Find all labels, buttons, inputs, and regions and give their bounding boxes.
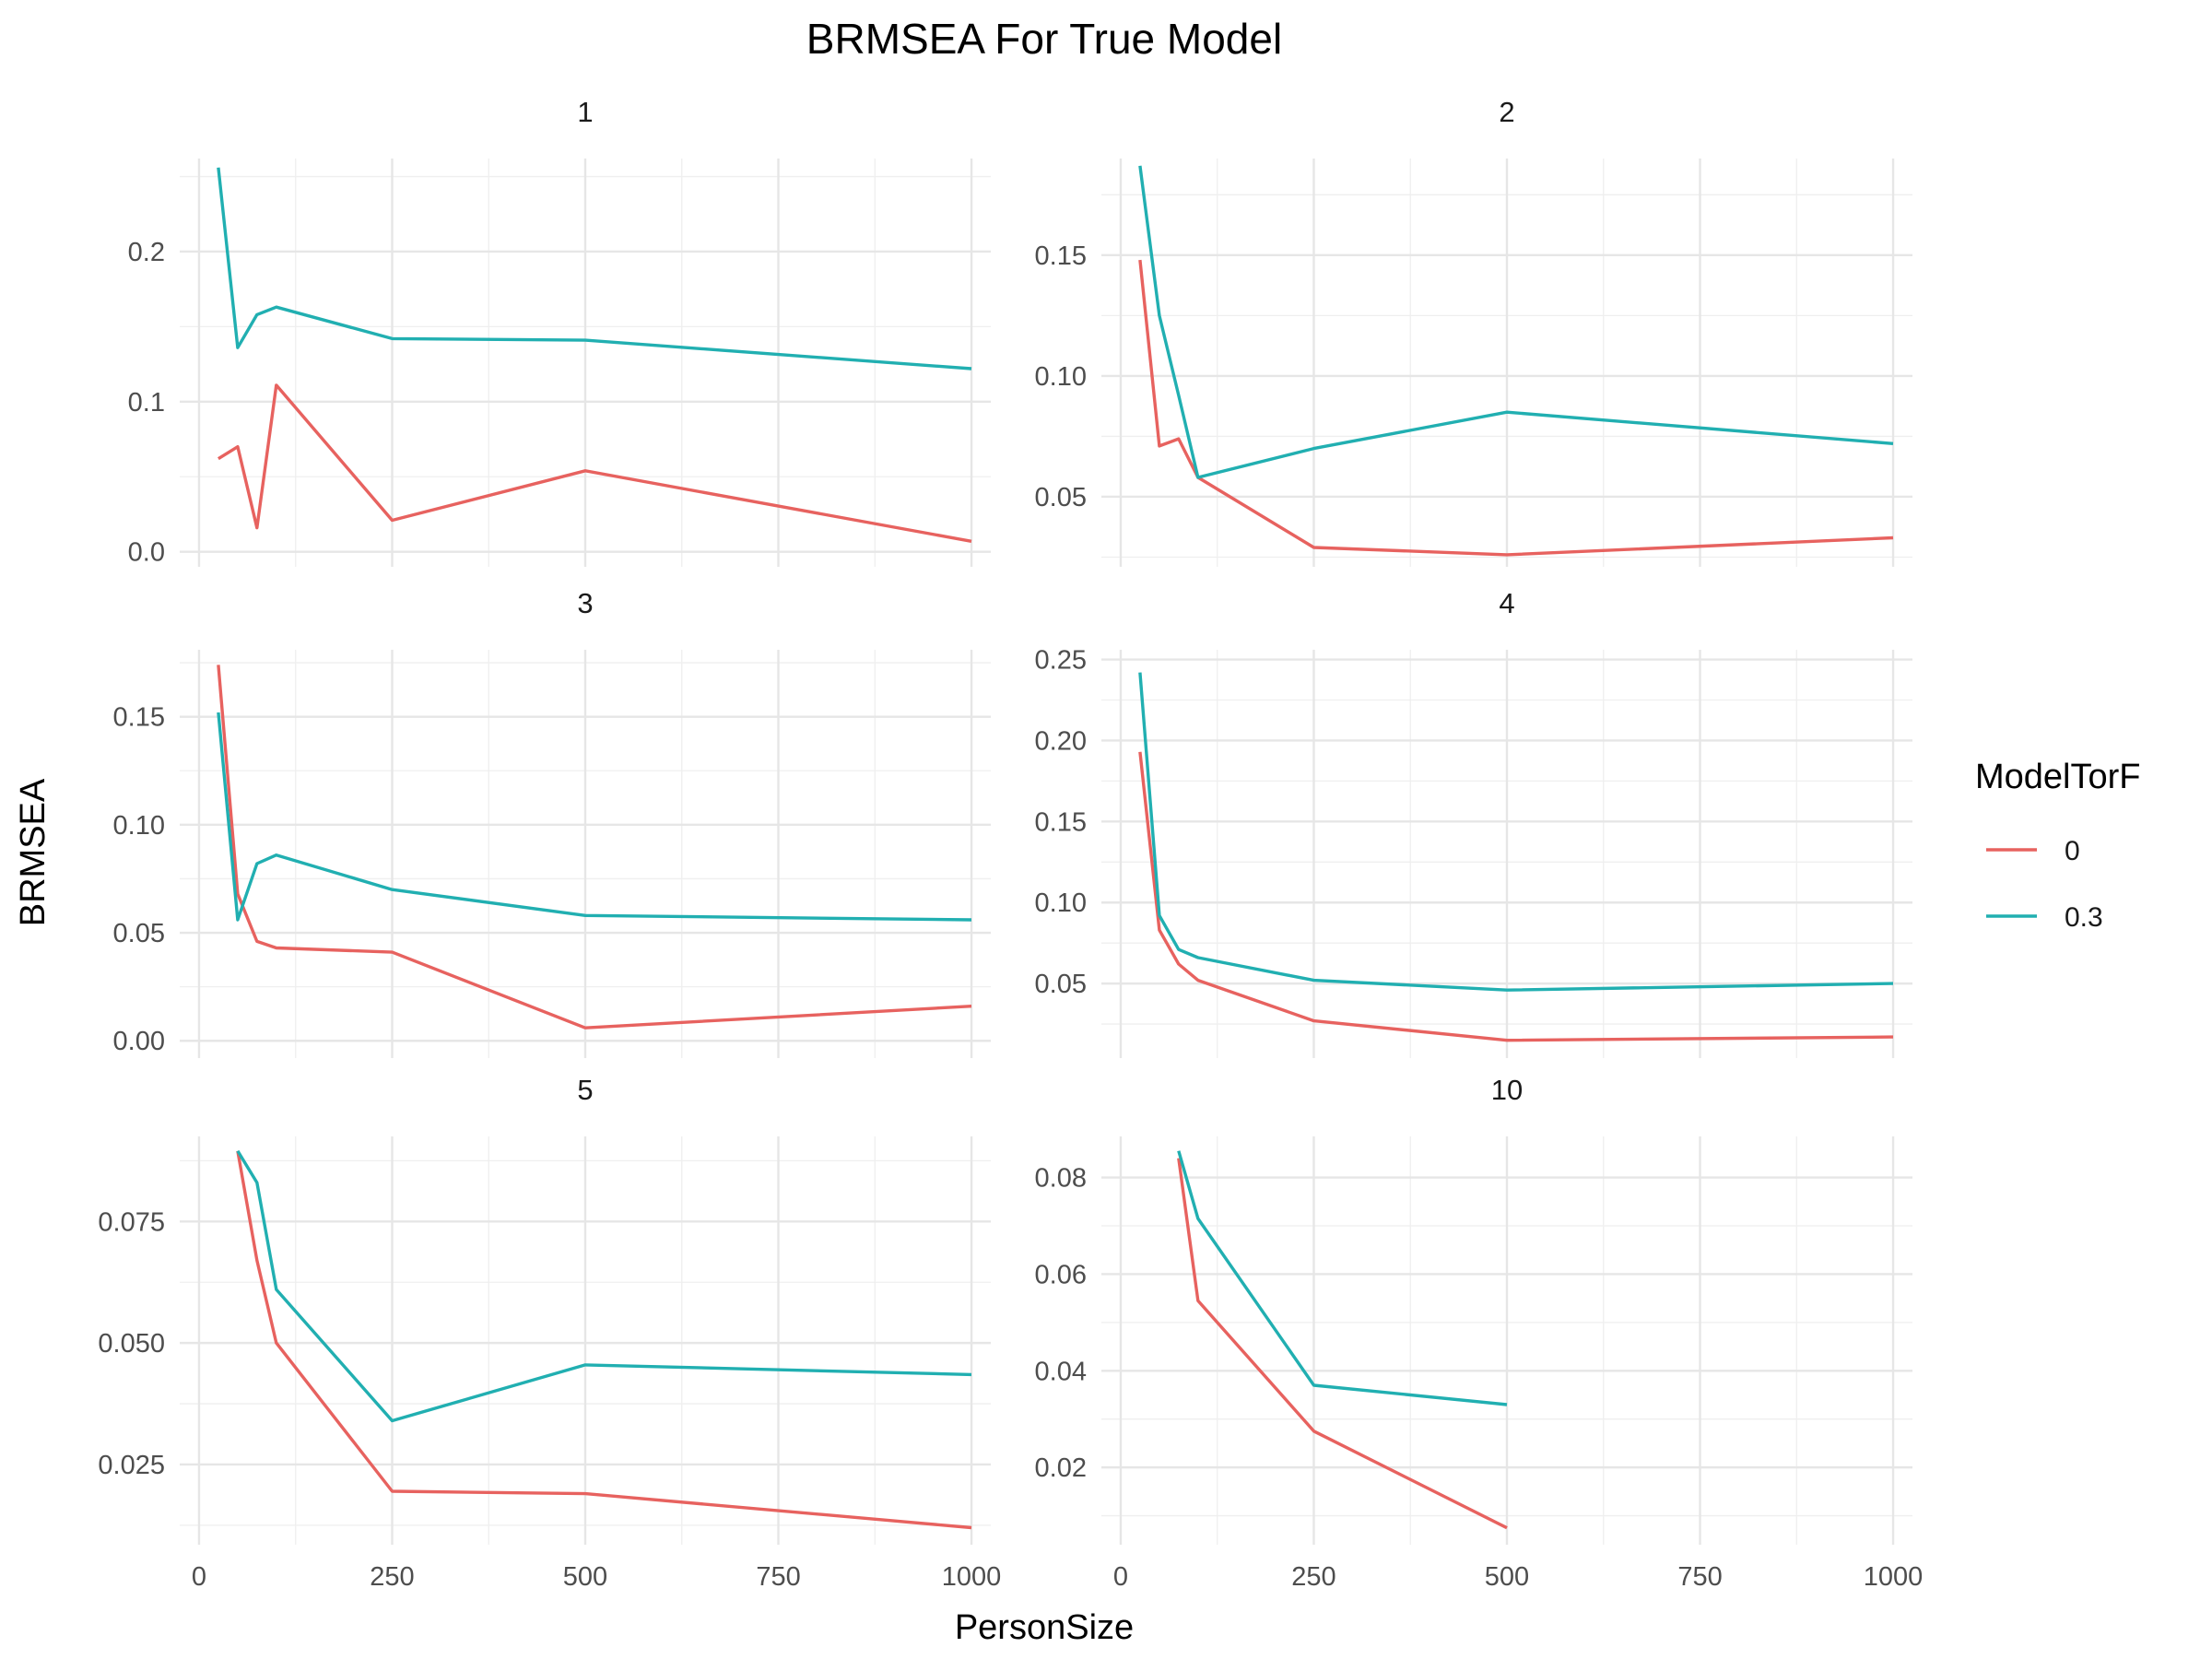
series-line-0-3-panel-4	[1138, 672, 1894, 992]
y-tick-label: 0.15	[1035, 807, 1087, 837]
series-line-0-panel-3	[217, 665, 972, 1030]
facet-label-3: 3	[577, 587, 593, 619]
y-tick-label: 0.04	[1035, 1357, 1087, 1386]
x-tick-label: 250	[370, 1562, 414, 1592]
series-line-0-3-panel-1	[217, 167, 972, 371]
y-tick-label: 0.2	[128, 238, 165, 267]
panel-10: 10 0.02 0.04 0.06 0.08 0 250 500 750 1000	[1035, 1074, 1924, 1592]
legend-label-0-3: 0.3	[2065, 902, 2103, 933]
y-tick-label: 0.08	[1035, 1164, 1087, 1194]
x-tick-label: 250	[1291, 1562, 1335, 1592]
x-tick-label: 750	[1677, 1562, 1722, 1592]
facet-label-5: 5	[577, 1074, 593, 1106]
y-tick-label: 0.0	[128, 538, 165, 568]
y-tick-label: 0.15	[113, 703, 165, 733]
y-tick-label: 0.050	[98, 1329, 165, 1359]
x-axis-title: PersonSize	[955, 1608, 1134, 1647]
x-tick-label: 0	[1113, 1562, 1128, 1592]
y-axis-title: BRMSEA	[14, 778, 53, 926]
facet-label-1: 1	[577, 96, 593, 128]
legend: ModelTorF 0 0.3	[1975, 758, 2141, 933]
chart-title: BRMSEA For True Model	[806, 15, 1282, 63]
y-tick-label: 0.05	[113, 919, 165, 948]
panel-4: 4 0.05 0.10 0.15 0.20 0.25	[1035, 587, 1912, 1058]
y-tick-label: 0.15	[1035, 241, 1087, 271]
facet-label-4: 4	[1499, 587, 1514, 619]
panel-1: 1 0.0 0.1 0.2	[128, 96, 991, 568]
x-tick-label: 0	[192, 1562, 206, 1592]
y-tick-label: 0.06	[1035, 1260, 1087, 1289]
facet-label-2: 2	[1499, 96, 1514, 128]
y-tick-label: 0.05	[1035, 483, 1087, 512]
x-tick-label: 500	[563, 1562, 607, 1592]
series-line-0-3-panel-10	[1177, 1150, 1508, 1406]
y-tick-label: 0.20	[1035, 726, 1087, 756]
y-tick-label: 0.10	[1035, 362, 1087, 392]
y-tick-label: 0.00	[113, 1027, 165, 1056]
y-tick-label: 0.10	[1035, 888, 1087, 918]
series-line-0-panel-10	[1177, 1158, 1508, 1530]
legend-title: ModelTorF	[1975, 758, 2141, 796]
x-tick-label: 1000	[1864, 1562, 1924, 1592]
y-tick-label: 0.025	[98, 1451, 165, 1480]
panel-3: 3 0.00 0.05 0.10 0.15	[113, 587, 991, 1058]
x-tick-label: 1000	[942, 1562, 1002, 1592]
panel-2: 2 0.05 0.10 0.15	[1035, 96, 1912, 567]
y-tick-label: 0.02	[1035, 1453, 1087, 1483]
y-tick-label: 0.05	[1035, 970, 1087, 999]
panels-layer: 1 0.0 0.1 0.2 2 0.05 0.10 0.15 3 0.00 0.05 0.10 0.15…	[98, 96, 1923, 1592]
panel-5: 5 0.025 0.050 0.075 0 250 500 750 1000	[98, 1074, 1001, 1592]
y-tick-label: 0.25	[1035, 646, 1087, 676]
y-tick-label: 0.075	[98, 1207, 165, 1237]
y-tick-label: 0.1	[128, 388, 165, 418]
series-line-0-3-panel-3	[217, 712, 972, 922]
facet-label-10: 10	[1491, 1074, 1523, 1106]
y-tick-label: 0.10	[113, 811, 165, 841]
x-tick-label: 500	[1485, 1562, 1529, 1592]
series-line-0-panel-5	[236, 1150, 972, 1530]
series-line-0-3-panel-2	[1138, 165, 1894, 479]
x-tick-label: 750	[756, 1562, 800, 1592]
series-line-0-panel-4	[1138, 751, 1894, 1042]
series-line-0-panel-1	[218, 383, 972, 543]
series-line-0-3-panel-5	[236, 1149, 972, 1423]
legend-label-0: 0	[2065, 836, 2080, 866]
